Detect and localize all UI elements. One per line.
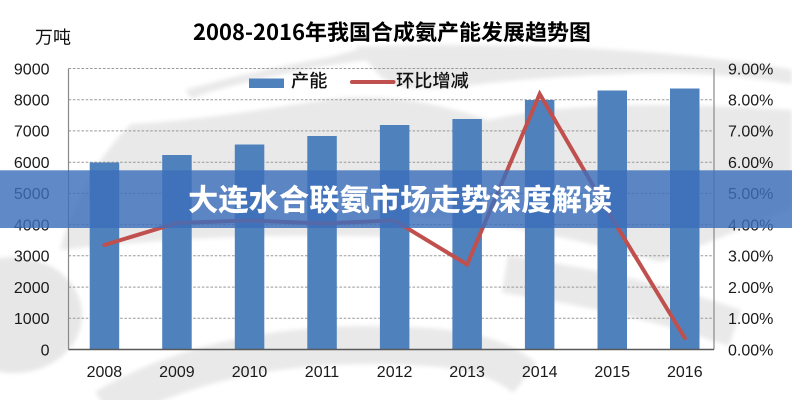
svg-text:7.00%: 7.00% <box>728 124 773 141</box>
svg-text:2015: 2015 <box>594 364 630 381</box>
svg-text:2008: 2008 <box>87 364 123 381</box>
svg-text:2011: 2011 <box>305 364 340 381</box>
svg-text:2000: 2000 <box>14 280 50 297</box>
svg-text:3000: 3000 <box>14 249 50 266</box>
svg-text:6000: 6000 <box>14 155 50 172</box>
svg-text:2010: 2010 <box>232 364 268 381</box>
svg-text:2016: 2016 <box>667 364 703 381</box>
svg-text:9000: 9000 <box>14 61 50 78</box>
svg-text:8.00%: 8.00% <box>728 93 773 110</box>
svg-text:9.00%: 9.00% <box>728 61 773 78</box>
svg-text:3.00%: 3.00% <box>728 249 773 266</box>
svg-text:2014: 2014 <box>522 364 558 381</box>
svg-text:1000: 1000 <box>14 311 50 328</box>
svg-text:7000: 7000 <box>14 124 50 141</box>
svg-text:6.00%: 6.00% <box>728 155 773 172</box>
svg-text:2.00%: 2.00% <box>728 280 773 297</box>
svg-text:1.00%: 1.00% <box>728 311 773 328</box>
svg-text:2012: 2012 <box>377 364 413 381</box>
svg-text:0: 0 <box>41 342 50 359</box>
svg-text:2009: 2009 <box>159 364 195 381</box>
svg-text:2013: 2013 <box>449 364 485 381</box>
svg-text:0.00%: 0.00% <box>728 342 773 359</box>
svg-text:8000: 8000 <box>14 93 50 110</box>
